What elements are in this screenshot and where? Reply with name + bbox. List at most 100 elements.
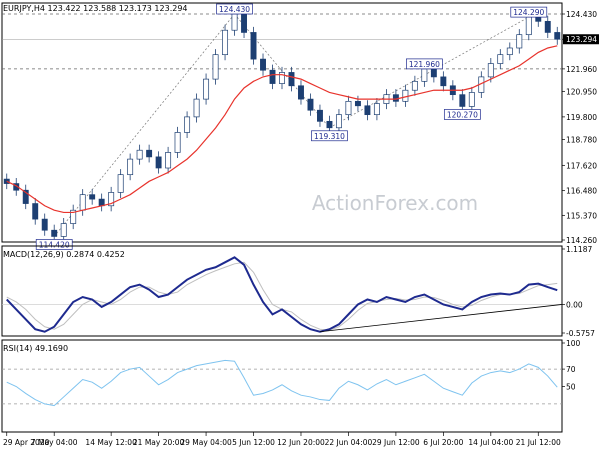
price-axis-label: 114.260 [566,236,597,245]
price-axis-label: 124.430 [566,10,597,19]
price-axis-label: 115.370 [566,211,597,220]
swing-label: 124.430 [219,5,250,14]
macd-panel-frame [1,245,563,337]
candle-body [269,69,276,84]
price-panel-title: EURJPY,H4 123.422 123.588 123.173 123.29… [3,4,188,13]
candle-body [32,203,39,220]
candle-body [184,116,191,133]
macd-axis-label: -0.5757 [566,329,595,338]
candle-body [89,194,96,200]
price-axis-label: 119.800 [566,113,597,122]
macd-trendline [319,304,563,333]
rsi-panel-title: RSI(14) 49.1690 [3,344,68,353]
candle-body [108,192,115,207]
price-axis-label: 121.960 [566,65,597,74]
candle-body [364,105,371,116]
price-axis-label: 117.620 [566,161,597,170]
candle-body [212,54,219,80]
candle-body [241,13,247,33]
candle-body [497,54,504,64]
x-axis-label: 7 May 04:00 [31,438,78,447]
candle-body [79,194,86,211]
x-axis-label: 6 Jul 20:00 [423,438,463,447]
candle-body [392,94,399,102]
swing-label-box [406,58,443,70]
candle-body [421,68,428,82]
candle-body [127,158,134,176]
candle-body [525,16,532,36]
candle-body [402,89,409,102]
candle-body [354,100,361,107]
swing-label-box [443,109,481,120]
swing-label: 124.290 [513,8,544,17]
swing-label-box [510,6,548,18]
watermark-text: ActionForex.com [312,191,478,215]
price-axis-label: 118.780 [566,136,597,145]
x-axis-label: 29 May 04:00 [180,438,232,447]
candle-body [250,32,257,60]
candle-body [335,114,342,129]
candle-body [174,132,181,153]
candle-body [298,85,304,100]
rsi-line [6,359,558,407]
candle-body [70,209,77,224]
candle-body [22,189,29,204]
x-axis-label: 12 Jun 20:00 [277,438,325,447]
price-axis-label: 116.480 [566,187,597,196]
candle-body [373,103,380,116]
swing-zigzag-line [234,13,330,129]
x-axis-label: 5 Jun 12:00 [232,438,275,447]
x-axis-label: 21 May 20:00 [133,438,185,447]
candle-body [516,34,523,49]
candle-body [487,63,494,78]
candle-body [345,100,352,116]
price-axis-label: 123.294 [566,35,597,44]
candle-body [544,20,551,33]
candle-body [506,47,513,56]
candle-body [165,152,172,169]
candle-body [41,218,48,231]
current-price-box [563,34,599,45]
candle-body [535,16,542,22]
candle-body [468,92,475,107]
rsi-axis-label: 70 [566,365,576,374]
candle-body [288,72,295,87]
rsi-axis-label: 50 [566,383,576,392]
macd-main-line [6,256,558,333]
candle-body [317,109,323,122]
candle-body [231,13,238,31]
x-axis-label: 21 Jul 12:00 [516,438,561,447]
x-axis-label: 29 Apr 2020 [3,438,50,447]
candle-body [260,58,266,71]
candle-body [279,72,285,84]
candle-body [307,98,314,111]
candle-body [440,76,447,87]
candle-body [326,120,333,129]
candle-body [459,94,466,107]
candle-body [60,223,67,237]
rsi-axis-label: 100 [566,339,581,348]
x-axis-label: 29 Jun 12:00 [372,438,420,447]
swing-label-box [311,130,348,142]
macd-panel-title: MACD(12,26,9) 0.2874 0.4252 [3,250,125,259]
candle-body [430,68,437,78]
candle-body [193,98,200,118]
swing-label: 119.310 [314,132,345,141]
candle-body [203,78,210,100]
swing-label-box [35,239,73,250]
swing-zigzag-line [329,16,529,129]
candle-body [146,149,153,158]
swing-label: 121.960 [409,60,440,69]
x-axis-label: 22 Jun 04:00 [325,438,373,447]
swing-label: 120.270 [447,110,478,119]
candle-body [136,149,143,160]
swing-label: 114.420 [39,240,70,249]
macd-axis-label: 0.00 [566,300,583,309]
swing-label-box [216,3,253,15]
x-axis-label: 14 May 12:00 [85,438,137,447]
price-panel-frame [1,2,563,243]
candle-body [51,229,58,237]
macd-axis-label: 1.1187 [566,245,592,254]
